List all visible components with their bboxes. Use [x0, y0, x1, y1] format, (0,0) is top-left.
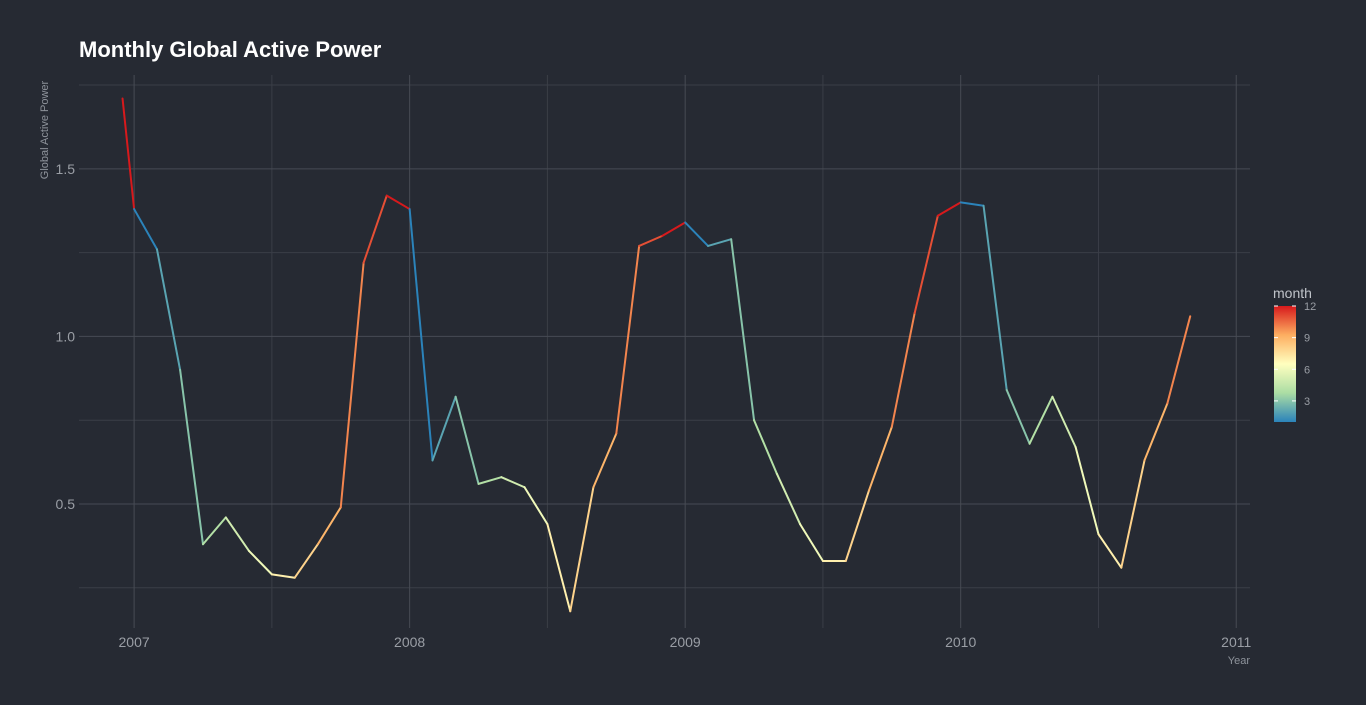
y-tick-label: 1.5 [56, 161, 76, 177]
legend-ticks: 3 6 9 12 [1274, 301, 1316, 408]
legend-tick-label: 3 [1304, 396, 1310, 408]
line-segment [201, 516, 227, 546]
line-segment [1097, 533, 1123, 569]
x-tick-label: 2010 [945, 634, 976, 650]
legend-title: month [1273, 285, 1312, 301]
line-segment [248, 549, 273, 576]
x-tick-labels: 2007 2008 2009 2010 2011 [119, 634, 1252, 650]
line-segment [936, 201, 962, 217]
x-tick-label: 2008 [394, 634, 425, 650]
legend-tick-label: 6 [1304, 364, 1310, 376]
line-segment [1166, 315, 1192, 405]
line-segment [270, 573, 296, 579]
line-segment [684, 221, 710, 247]
line-segment [1005, 389, 1031, 445]
line-segment [1143, 402, 1169, 462]
line-segment [592, 432, 618, 489]
line-segment [730, 238, 756, 422]
line-segment [1074, 446, 1100, 536]
line-segment [799, 523, 824, 562]
y-tick-label: 1.0 [56, 328, 76, 344]
line-segment [477, 476, 503, 485]
line-segment [844, 489, 870, 562]
x-tick-label: 2007 [119, 634, 150, 650]
line-segment [385, 194, 411, 211]
line-segment [615, 244, 641, 435]
line-segment [775, 472, 802, 526]
line-segment [155, 248, 182, 371]
legend: month 3 6 9 12 [1273, 285, 1316, 422]
line-segment [890, 311, 916, 428]
line-segment [867, 425, 893, 492]
y-axis-label: Global Active Power [39, 80, 51, 179]
x-tick-label: 2009 [670, 634, 701, 650]
x-tick-label: 2011 [1221, 634, 1251, 650]
legend-tick-label: 9 [1304, 333, 1310, 345]
chart-title: Monthly Global Active Power [79, 37, 382, 62]
line-segment [431, 395, 457, 462]
series-line-month-colored [121, 97, 1192, 613]
line-segment [454, 395, 480, 485]
minor-gridlines [79, 75, 1250, 628]
line-segment [707, 238, 733, 247]
line-segment [1120, 459, 1146, 569]
line-segment [959, 201, 985, 207]
line-segment [913, 214, 939, 314]
y-tick-label: 0.5 [56, 496, 76, 512]
legend-colorbar [1274, 306, 1296, 422]
line-segment [661, 221, 687, 237]
line-segment [179, 368, 204, 546]
line-segment [638, 234, 664, 247]
x-axis-label: Year [1228, 655, 1251, 667]
legend-tick-label: 12 [1304, 301, 1316, 313]
line-segment [753, 419, 778, 475]
line-segment [224, 516, 251, 552]
line-segment [293, 543, 319, 579]
line-segment [362, 194, 388, 264]
line-segment [1028, 395, 1054, 445]
line-segment [982, 204, 1008, 392]
line-segment [500, 476, 526, 489]
line-segment [121, 97, 136, 211]
y-tick-labels: 0.5 1.0 1.5 [56, 161, 76, 512]
major-gridlines [79, 75, 1250, 628]
line-segment [408, 208, 434, 462]
line-segment [546, 523, 572, 613]
line-segment [133, 208, 158, 251]
line-segment [339, 261, 365, 509]
line-segment [523, 486, 549, 526]
line-segment [569, 486, 595, 613]
line-segment [316, 506, 342, 546]
line-segment [1051, 395, 1077, 449]
